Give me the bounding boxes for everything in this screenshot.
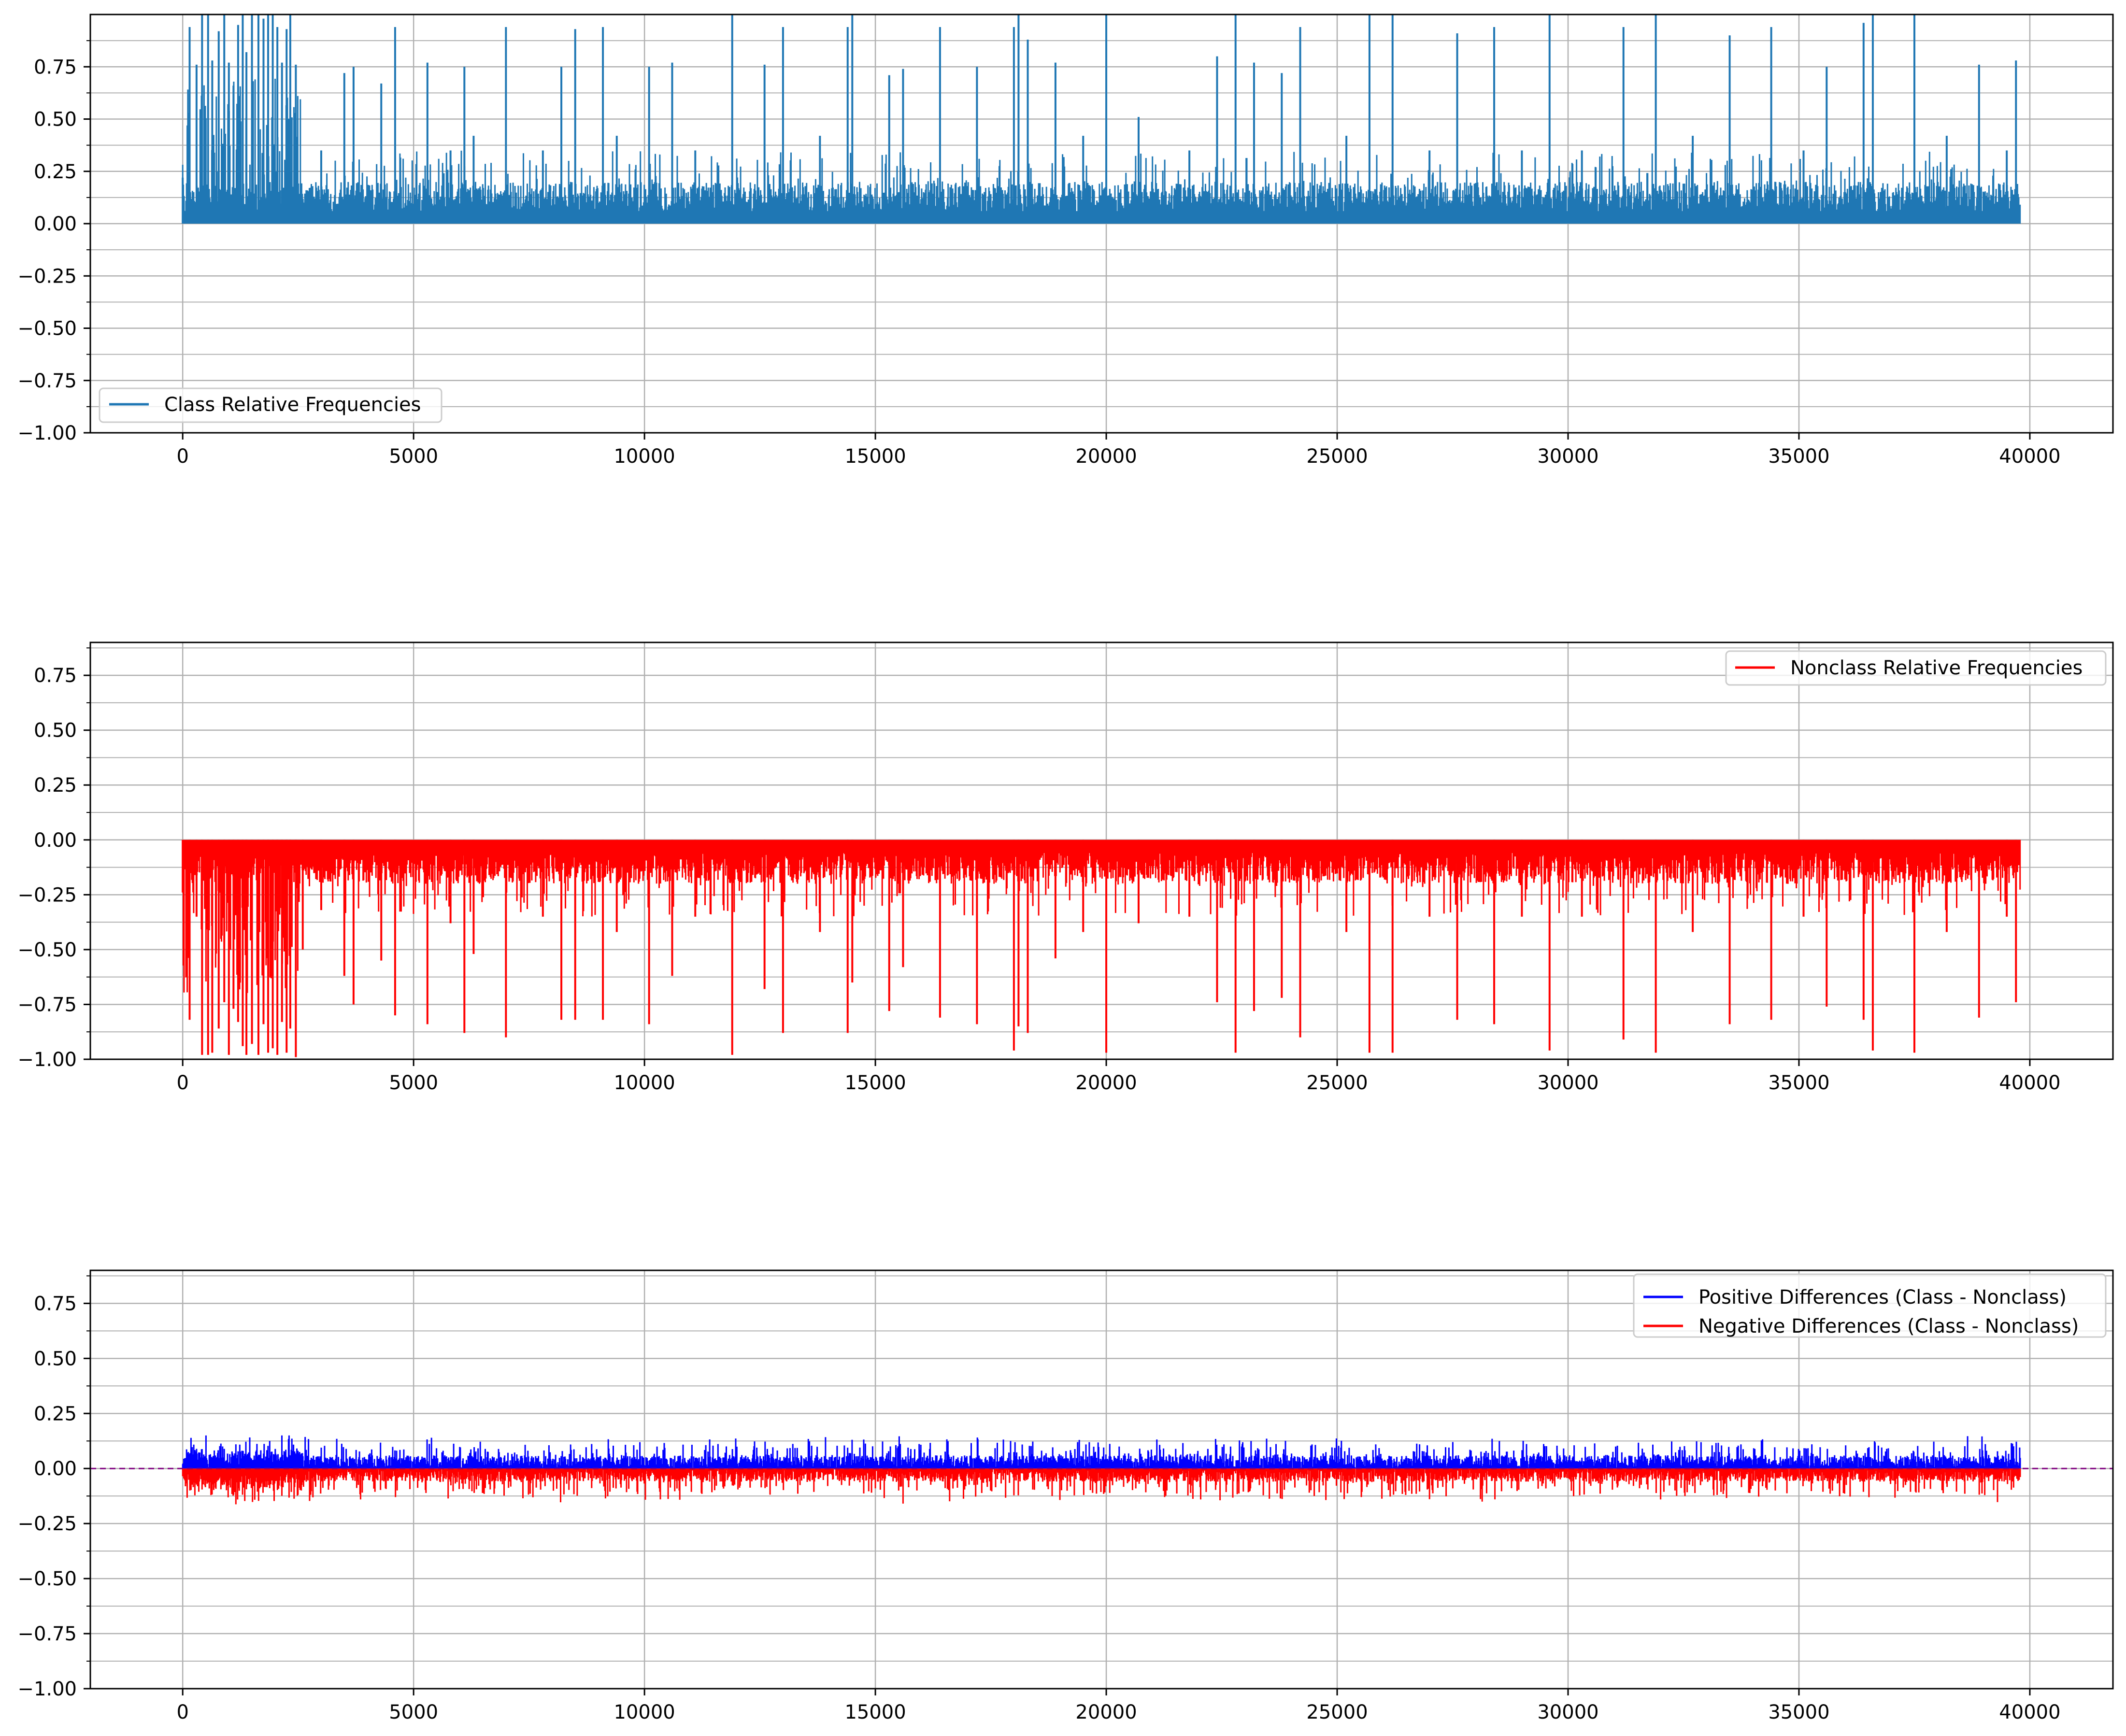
y-tick-label: −0.50 xyxy=(17,1568,77,1590)
y-tick-label: −0.75 xyxy=(17,994,77,1016)
x-tick-label: 40000 xyxy=(1999,1072,2060,1094)
y-tick-label: −1.00 xyxy=(17,1678,77,1700)
y-tick-label: −1.00 xyxy=(17,422,77,444)
legend-box xyxy=(1725,650,2107,686)
x-tick-label: 20000 xyxy=(1075,445,1137,468)
x-tick-label: 0 xyxy=(176,1701,188,1723)
ticks-panel-3: 0 5000 10000 15000 20000 25000 30000 35000 40000… xyxy=(17,1275,2061,1723)
legend-label-nonclass: Nonclass Relative Frequencies xyxy=(1790,657,2083,679)
y-tick-label: 0.75 xyxy=(34,1293,77,1315)
x-tick-label: 30000 xyxy=(1537,1072,1598,1094)
x-tick-label: 30000 xyxy=(1537,1701,1598,1723)
series-base-fill xyxy=(183,840,2021,854)
y-tick-label: −0.75 xyxy=(17,1623,77,1645)
legend-label-class: Class Relative Frequencies xyxy=(164,394,421,416)
y-tick-label: −0.50 xyxy=(17,939,77,961)
x-tick-label: 15000 xyxy=(844,1072,906,1094)
x-tick-label: 35000 xyxy=(1768,1072,1829,1094)
x-tick-label: 20000 xyxy=(1075,1701,1137,1723)
y-tick-label: 0.50 xyxy=(34,109,77,131)
y-tick-label: 0.25 xyxy=(34,161,77,183)
axes-frame-panel-3 xyxy=(89,1269,2114,1690)
x-tick-label: 5000 xyxy=(389,1701,438,1723)
x-tick-label: 0 xyxy=(176,445,188,468)
y-tick-label: −0.25 xyxy=(17,1513,77,1535)
x-tick-label: 30000 xyxy=(1537,445,1598,468)
legend-panel-2: Nonclass Relative Frequencies xyxy=(1725,650,2107,686)
x-tick-label: 5000 xyxy=(389,1072,438,1094)
series-positive-differences xyxy=(182,1435,2021,1469)
y-tick-label: −1.00 xyxy=(17,1049,77,1071)
y-tick-label: 0.25 xyxy=(34,774,77,797)
y-tick-label: 0.00 xyxy=(34,213,77,235)
chart-panel-nonclass: 0 5000 10000 15000 20000 25000 30000 35000 40000… xyxy=(17,641,2114,1094)
x-tick-label: 0 xyxy=(176,1072,188,1094)
axes-frame-panel-2 xyxy=(89,641,2114,1060)
y-tick-label: −0.25 xyxy=(17,265,77,287)
series-panel-3 xyxy=(182,1435,2021,1505)
x-tick-label: 15000 xyxy=(844,1701,906,1723)
legend-panel-3: Positive Differences (Class - Nonclass) … xyxy=(1633,1273,2107,1338)
y-tick-label: 0.25 xyxy=(34,1403,77,1425)
x-tick-label: 10000 xyxy=(614,1701,675,1723)
y-tick-label: 0.75 xyxy=(34,665,77,687)
x-tick-label: 10000 xyxy=(614,445,675,468)
x-tick-label: 40000 xyxy=(1999,445,2060,468)
ticks-panel-2: 0 5000 10000 15000 20000 25000 30000 35000 40000… xyxy=(17,647,2061,1094)
legend-label-positive: Positive Differences (Class - Nonclass) xyxy=(1698,1286,2067,1309)
x-tick-label: 35000 xyxy=(1768,445,1829,468)
chart-panel-differences: 0 5000 10000 15000 20000 25000 30000 35000 40000… xyxy=(17,1269,2114,1723)
x-tick-label: 5000 xyxy=(389,445,438,468)
legend-label-negative: Negative Differences (Class - Nonclass) xyxy=(1698,1315,2079,1338)
x-tick-label: 40000 xyxy=(1999,1701,2060,1723)
y-tick-label: 0.75 xyxy=(34,56,77,78)
y-tick-label: −0.25 xyxy=(17,884,77,906)
x-tick-label: 20000 xyxy=(1075,1072,1137,1094)
legend-panel-1: Class Relative Frequencies xyxy=(99,387,442,423)
y-tick-label: −0.50 xyxy=(17,318,77,340)
y-tick-label: 0.50 xyxy=(34,1348,77,1370)
x-tick-label: 25000 xyxy=(1306,1701,1368,1723)
x-tick-label: 10000 xyxy=(614,1072,675,1094)
x-tick-label: 35000 xyxy=(1768,1701,1829,1723)
y-tick-label: 0.00 xyxy=(34,1458,77,1480)
chart-panel-class: 0 5000 10000 15000 20000 25000 30000 35000 40000… xyxy=(17,14,2114,468)
y-tick-label: 0.00 xyxy=(34,829,77,852)
series-panel-1 xyxy=(182,14,2021,224)
legend-box xyxy=(99,387,442,423)
ticks-panel-1: 0 5000 10000 15000 20000 25000 30000 35000 40000… xyxy=(17,40,2061,468)
x-tick-label: 25000 xyxy=(1306,1072,1368,1094)
x-tick-label: 25000 xyxy=(1306,445,1368,468)
legend-box xyxy=(1633,1273,2107,1338)
series-base-fill xyxy=(183,211,2021,224)
x-tick-label: 15000 xyxy=(844,445,906,468)
series-panel-2 xyxy=(182,840,2021,1057)
y-tick-label: 0.50 xyxy=(34,720,77,742)
y-tick-label: −0.75 xyxy=(17,370,77,392)
grid-panel-3 xyxy=(90,1270,2113,1690)
